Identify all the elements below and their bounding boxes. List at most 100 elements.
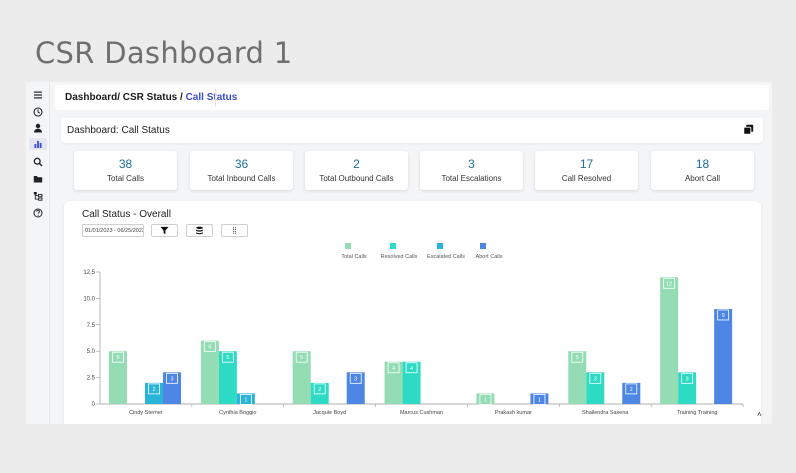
- y-tick-label: 10.0: [83, 296, 95, 302]
- breadcrumb-parent[interactable]: Dashboard/ CSR Status /: [65, 92, 186, 103]
- bar-chart-icon[interactable]: [29, 138, 47, 150]
- legend-label[interactable]: Escalated Calls: [427, 254, 465, 260]
- more-options-button[interactable]: [221, 224, 248, 237]
- stat-label: Total Calls: [107, 174, 144, 183]
- breadcrumb-bar: Dashboard/ CSR Status / Call Status: [55, 85, 769, 110]
- stat-card-call-resolved: 17 Call Resolved: [535, 151, 638, 190]
- stat-label: Total Outbound Calls: [319, 174, 394, 183]
- data-label-box: [571, 351, 584, 363]
- data-label: 2: [630, 387, 633, 393]
- stat-card-escalations: 3 Total Escalations: [420, 151, 523, 190]
- data-label-box: [203, 341, 216, 353]
- user-icon[interactable]: [32, 122, 44, 134]
- legend-label[interactable]: Resolved Calls: [381, 254, 418, 260]
- data-label: 5: [576, 355, 579, 361]
- stat-card-total-calls: 38 Total Calls: [74, 151, 177, 190]
- stat-card-outbound-calls: 2 Total Outbound Calls: [305, 151, 408, 190]
- data-label: 3: [594, 376, 597, 382]
- x-tick-label: Training Training: [677, 410, 718, 416]
- data-label-box: [295, 351, 308, 363]
- chart-card: Call Status - Overall 01/01/2023 - 06/25…: [64, 201, 761, 424]
- breadcrumb-divider: [215, 88, 216, 107]
- bar[interactable]: [200, 340, 219, 404]
- bar[interactable]: [568, 351, 587, 404]
- data-label-box: [349, 372, 362, 384]
- data-label-box: [717, 309, 730, 321]
- legend-label[interactable]: Total Calls: [341, 254, 367, 260]
- filter-button[interactable]: [151, 224, 178, 237]
- stat-value: 18: [695, 157, 710, 171]
- x-tick-label: Jacquie Boyd: [313, 410, 346, 416]
- x-tick-label: Cindy Sterner: [129, 410, 163, 416]
- data-label: 6: [208, 345, 211, 351]
- y-tick-label: 7.5: [87, 323, 96, 329]
- chart-title: Call Status - Overall: [82, 209, 171, 220]
- data-label-box: [148, 383, 160, 395]
- date-range-picker[interactable]: 01/01/2023 - 06/25/2023: [82, 224, 144, 237]
- x-tick-label: Prakash kumar: [495, 410, 532, 416]
- bar[interactable]: [714, 308, 733, 404]
- legend-swatch[interactable]: [390, 243, 396, 249]
- y-tick-label: 0: [92, 402, 96, 408]
- stat-label: Total Escalations: [441, 174, 502, 183]
- stat-value: 3: [468, 157, 475, 171]
- x-tick-label: Shailendra Saxena: [582, 410, 629, 416]
- data-label: 5: [226, 355, 229, 361]
- bar[interactable]: [218, 351, 237, 404]
- data-label: 5: [300, 355, 303, 361]
- search-icon[interactable]: [32, 156, 44, 168]
- hierarchy-icon[interactable]: [32, 190, 44, 202]
- stat-label: Total Inbound Calls: [207, 174, 276, 183]
- stat-card-inbound-calls: 36 Total Inbound Calls: [190, 151, 293, 190]
- scroll-up-icon[interactable]: ˄: [757, 410, 762, 419]
- data-label-box: [112, 351, 124, 363]
- data-label: 4: [392, 366, 395, 372]
- copy-icon[interactable]: [743, 124, 754, 135]
- data-label-box: [625, 383, 638, 395]
- data-label-box: [663, 277, 676, 289]
- data-label: 1: [244, 397, 247, 403]
- legend-label[interactable]: Abort Calls: [476, 254, 503, 260]
- y-tick-label: 12.5: [83, 270, 95, 276]
- data-label-box: [681, 372, 694, 384]
- header-title: Dashboard: Call Status: [67, 125, 170, 136]
- data-label: 1: [484, 397, 487, 403]
- legend-swatch[interactable]: [480, 243, 486, 249]
- menu-icon[interactable]: [32, 89, 44, 101]
- bar[interactable]: [292, 351, 311, 404]
- bar-chart: Total Calls Resolved Calls Escalated Calls…: [83, 243, 744, 416]
- data-label-box: [313, 383, 326, 395]
- stat-value: 36: [234, 157, 249, 171]
- legend-swatch[interactable]: [437, 243, 443, 249]
- folder-icon[interactable]: [32, 173, 44, 185]
- data-label-box: [479, 394, 492, 405]
- breadcrumb: Dashboard/ CSR Status / Call Status: [65, 92, 237, 103]
- breadcrumb-current: Call Status: [185, 92, 238, 103]
- stat-label: Call Resolved: [561, 174, 612, 183]
- data-label-box: [221, 351, 234, 363]
- data-label: 12: [666, 281, 672, 287]
- y-tick-label: 5.0: [87, 349, 96, 355]
- bar[interactable]: [109, 351, 127, 404]
- data-label: 1: [538, 397, 541, 403]
- data-label-box: [387, 362, 400, 374]
- y-tick-label: 2.5: [87, 376, 96, 382]
- legend-swatch[interactable]: [345, 243, 351, 249]
- data-label: 2: [152, 387, 155, 393]
- x-tick-label: Marcus Cushman: [400, 410, 443, 416]
- data-label-box: [405, 362, 418, 374]
- clock-icon[interactable]: [32, 106, 44, 118]
- database-button[interactable]: [186, 224, 213, 237]
- stats-row: 38 Total Calls 36 Total Inbound Calls 2 …: [74, 151, 764, 191]
- data-label: 3: [170, 376, 173, 382]
- data-label: 2: [318, 387, 321, 393]
- database-icon: [196, 226, 203, 235]
- page-title: CSR Dashboard 1: [35, 36, 293, 70]
- data-label: 3: [686, 376, 689, 382]
- app-window: Dashboard/ CSR Status / Call Status Dash…: [26, 82, 772, 424]
- bar[interactable]: [660, 277, 679, 404]
- drag-dots-icon: [233, 227, 236, 234]
- stat-value: 17: [579, 157, 594, 171]
- stat-label: Abort Call: [684, 174, 721, 183]
- help-icon[interactable]: [32, 207, 44, 219]
